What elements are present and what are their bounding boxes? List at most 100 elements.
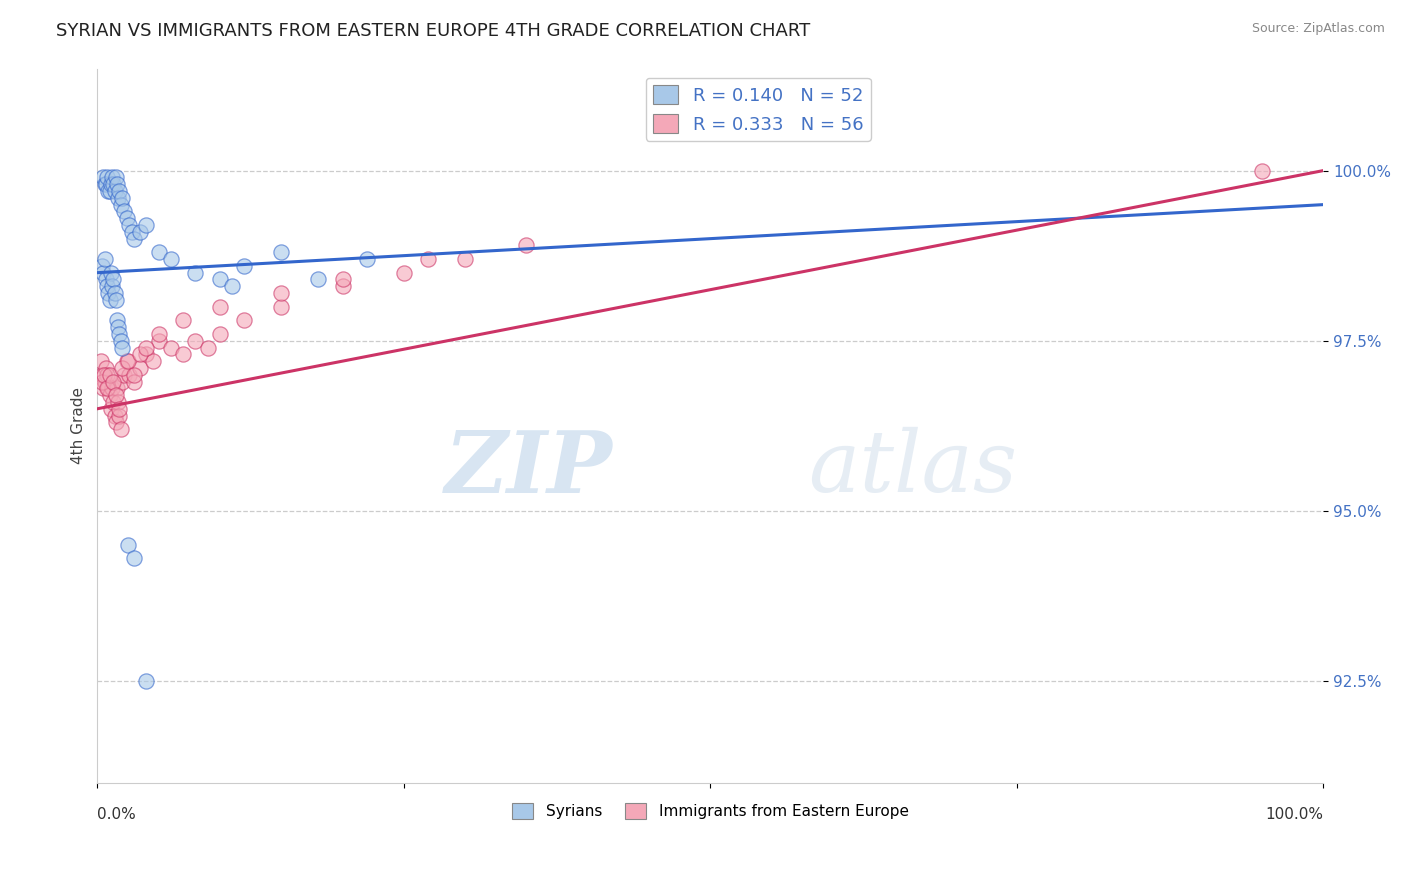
Point <box>233 259 256 273</box>
Point <box>93 252 115 266</box>
Text: 0.0%: 0.0% <box>97 807 136 822</box>
Point <box>270 245 292 260</box>
Point <box>103 409 125 423</box>
Point <box>93 178 115 192</box>
Point <box>515 238 537 252</box>
Point <box>115 354 138 368</box>
Point <box>208 326 231 341</box>
Point <box>208 300 231 314</box>
Point <box>108 326 131 341</box>
Point <box>93 368 115 382</box>
Point <box>105 313 128 327</box>
Point <box>107 191 129 205</box>
Point <box>96 381 118 395</box>
Point <box>103 395 125 409</box>
Y-axis label: 4th Grade: 4th Grade <box>72 387 86 464</box>
Point <box>110 197 132 211</box>
Point <box>356 252 378 266</box>
Point <box>96 279 118 293</box>
Point <box>270 300 292 314</box>
Point <box>98 368 121 382</box>
Point <box>103 184 125 198</box>
Point <box>104 293 127 307</box>
Point <box>93 266 115 280</box>
Point <box>110 334 132 348</box>
Point <box>103 272 125 286</box>
Point <box>105 381 128 395</box>
Point <box>101 170 124 185</box>
Point <box>122 368 145 382</box>
Point <box>117 538 139 552</box>
Point <box>122 551 145 566</box>
Point <box>97 286 120 301</box>
Point <box>93 375 115 389</box>
Point <box>111 360 134 375</box>
Point <box>135 218 157 232</box>
Point <box>117 354 139 368</box>
Point <box>148 334 170 348</box>
Point <box>94 360 117 375</box>
Point <box>111 341 134 355</box>
Point <box>96 170 118 185</box>
Point <box>122 232 145 246</box>
Text: Source: ZipAtlas.com: Source: ZipAtlas.com <box>1251 22 1385 36</box>
Point <box>122 375 145 389</box>
Point <box>454 252 477 266</box>
Point <box>98 184 121 198</box>
Point <box>184 266 207 280</box>
Point <box>104 416 127 430</box>
Point <box>101 375 124 389</box>
Point <box>197 341 219 355</box>
Point <box>104 170 127 185</box>
Point <box>101 381 124 395</box>
Point <box>93 381 115 395</box>
Point <box>103 178 125 192</box>
Point <box>208 272 231 286</box>
Point <box>112 368 135 382</box>
Text: atlas: atlas <box>808 427 1018 510</box>
Point <box>307 272 329 286</box>
Point <box>1251 163 1274 178</box>
Point <box>110 422 132 436</box>
Point <box>100 401 122 416</box>
Point <box>270 286 292 301</box>
Point <box>94 272 117 286</box>
Point <box>105 178 128 192</box>
Point <box>103 286 125 301</box>
Point <box>184 334 207 348</box>
Point <box>135 341 157 355</box>
Point <box>221 279 243 293</box>
Point <box>108 409 131 423</box>
Point <box>104 388 127 402</box>
Text: ZIP: ZIP <box>444 427 612 510</box>
Point <box>112 204 135 219</box>
Point <box>107 401 129 416</box>
Point <box>111 375 134 389</box>
Text: SYRIAN VS IMMIGRANTS FROM EASTERN EUROPE 4TH GRADE CORRELATION CHART: SYRIAN VS IMMIGRANTS FROM EASTERN EUROPE… <box>56 22 810 40</box>
Point <box>129 360 152 375</box>
Point <box>100 178 122 192</box>
Point <box>129 225 152 239</box>
Point <box>90 375 112 389</box>
Point <box>121 225 143 239</box>
Point <box>101 279 124 293</box>
Point <box>93 170 115 185</box>
Point <box>91 259 114 273</box>
Point <box>108 184 131 198</box>
Point <box>129 347 152 361</box>
Point <box>332 279 354 293</box>
Point <box>97 381 120 395</box>
Point <box>160 341 183 355</box>
Point <box>100 266 122 280</box>
Point <box>96 368 118 382</box>
Point <box>148 245 170 260</box>
Point <box>160 252 183 266</box>
Point <box>135 347 157 361</box>
Point <box>233 313 256 327</box>
Point <box>98 293 121 307</box>
Point <box>94 178 117 192</box>
Point <box>91 368 114 382</box>
Point <box>418 252 440 266</box>
Point <box>135 673 157 688</box>
Point <box>107 395 129 409</box>
